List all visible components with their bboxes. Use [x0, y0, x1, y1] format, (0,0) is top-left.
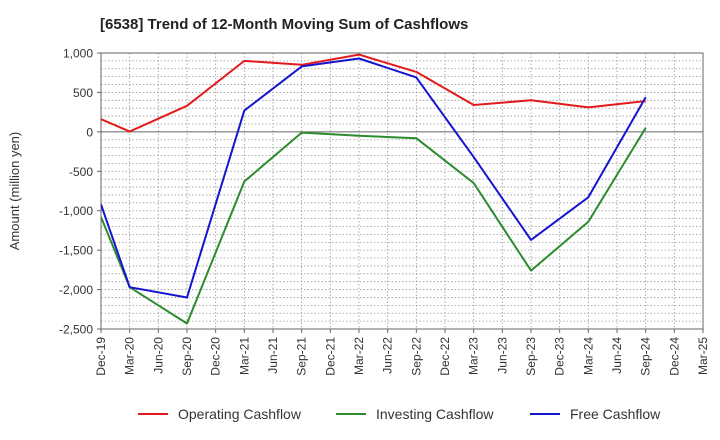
legend-label: Free Cashflow [570, 406, 661, 422]
x-tick-label: Mar-20 [123, 337, 137, 375]
x-tick-label: Jun-24 [610, 337, 624, 374]
legend-label: Operating Cashflow [178, 406, 302, 422]
series-line [101, 127, 647, 325]
x-tick-label: Mar-23 [467, 337, 481, 375]
x-tick-label: Jun-20 [151, 337, 165, 374]
series-line [101, 53, 646, 133]
x-tick-label: Sep-21 [295, 337, 309, 376]
chart-title: [6538] Trend of 12-Month Moving Sum of C… [100, 16, 469, 33]
x-tick-label: Dec-21 [323, 337, 337, 376]
x-tick-label: Sep-24 [639, 337, 653, 376]
y-tick-label: -500 [69, 165, 93, 179]
x-tick-label: Jun-22 [381, 337, 395, 374]
legend-label: Investing Cashflow [376, 406, 494, 422]
x-tick-label: Dec-20 [209, 337, 223, 376]
x-tick-label: Dec-22 [438, 337, 452, 376]
plot-area [101, 53, 703, 329]
y-tick-label: -1,500 [59, 244, 93, 258]
x-tick-label: Mar-24 [581, 337, 595, 375]
y-tick-label: -2,000 [59, 283, 93, 297]
x-tick-label: Mar-21 [237, 337, 251, 375]
x-tick-label: Dec-23 [553, 337, 567, 376]
y-tick-label: 1,000 [63, 47, 93, 61]
x-tick-label: Jun-21 [266, 337, 280, 374]
x-tick-label: Sep-22 [409, 337, 423, 376]
x-tick-label: Sep-20 [180, 337, 194, 376]
x-tick-label: Mar-22 [352, 337, 366, 375]
x-tick-label: Mar-25 [696, 337, 710, 375]
y-tick-label: -1,000 [59, 204, 93, 218]
series-line [101, 57, 647, 299]
y-tick-label: 0 [86, 125, 93, 139]
x-tick-label: Jun-23 [495, 337, 509, 374]
x-tick-label: Dec-24 [667, 337, 681, 376]
x-tick-label: Sep-23 [524, 337, 538, 376]
x-tick-label: Dec-19 [94, 337, 108, 376]
plot-border [100, 52, 704, 330]
y-tick-label: -2,500 [59, 323, 93, 337]
y-axis-label: Amount (million yen) [7, 132, 22, 251]
y-tick-label: 500 [73, 86, 93, 100]
